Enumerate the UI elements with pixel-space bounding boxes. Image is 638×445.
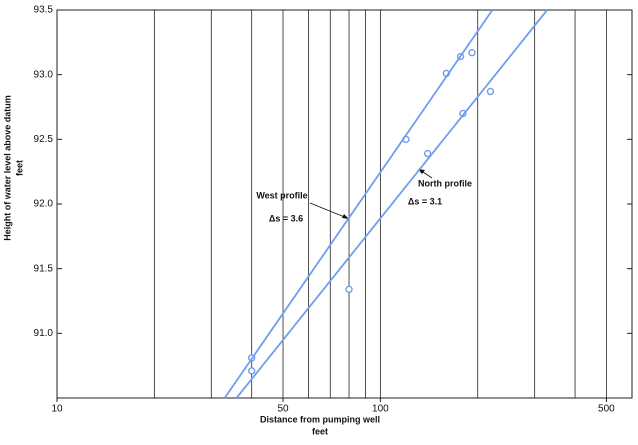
fit-line	[223, 9, 494, 399]
y-tick-label: 91.5	[34, 263, 54, 274]
y-tick-label: 93.5	[34, 5, 54, 16]
annotation: West profile	[256, 190, 307, 200]
y-tick-label: 91.0	[34, 328, 54, 339]
plot-frame	[56, 9, 633, 399]
y-tick-label: 93.0	[34, 69, 54, 80]
annotation: Δs = 3.1	[408, 196, 442, 206]
x-tick-label: 100	[372, 404, 389, 415]
x-axis-label: feet	[312, 426, 328, 436]
data-point	[468, 48, 476, 57]
data-point	[423, 149, 432, 158]
x-tick-label: 10	[51, 404, 63, 415]
y-axis-label: Height of water level above datum	[2, 95, 12, 241]
x-axis-label: Distance from pumping well	[260, 414, 380, 424]
y-axis-label: feet	[14, 160, 24, 176]
x-tick-label: 500	[598, 404, 615, 415]
annotation: North profile	[418, 178, 472, 188]
y-tick-label: 92.0	[34, 199, 54, 210]
annotation-arrow	[309, 202, 348, 219]
annotation: Δs = 3.6	[269, 213, 303, 223]
y-tick-label: 92.5	[34, 134, 54, 145]
data-point	[345, 285, 353, 294]
arrow-head	[342, 214, 349, 219]
x-tick-label: 50	[277, 404, 289, 415]
data-point	[486, 87, 495, 96]
fit-line	[235, 9, 548, 399]
data-point	[247, 367, 256, 375]
